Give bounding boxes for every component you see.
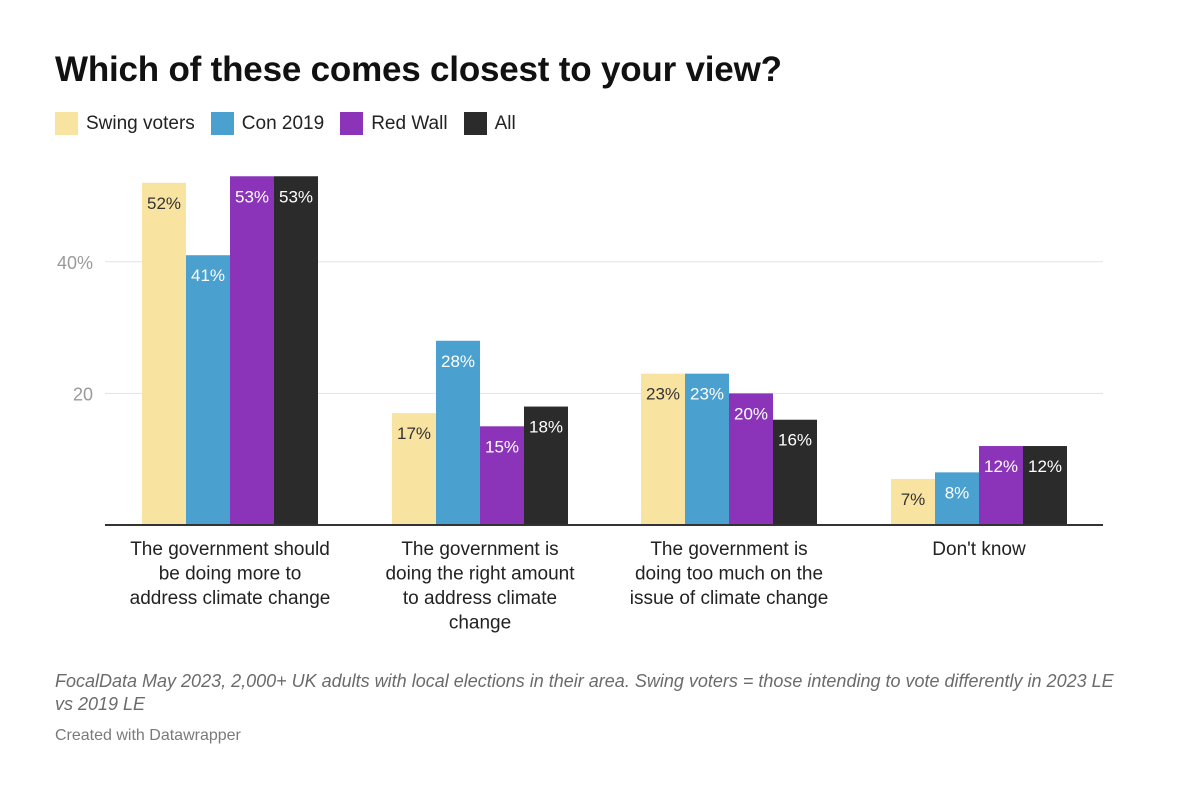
data-label-red-wall-cat-4: 12% — [984, 457, 1018, 476]
legend-item-con-2019: Con 2019 — [210, 112, 325, 135]
x-category-label-3: The government is doing too much on the is… — [630, 539, 829, 609]
x-category-label-2: The government is doing the right amount t… — [385, 539, 575, 634]
data-label-swing-voters-cat-1: 52% — [147, 194, 181, 213]
x-category-label-2-line-3: to address climate — [403, 588, 557, 609]
x-category-label-3-line-3: issue of climate change — [630, 588, 829, 609]
bar-red-wall-cat-3 — [729, 393, 773, 525]
chart-legend: Swing voters Con 2019 Red Wall All — [55, 112, 532, 135]
data-label-swing-voters-cat-3: 23% — [646, 385, 680, 404]
legend-label-red-wall: Red Wall — [371, 112, 448, 134]
data-label-swing-voters-cat-4: 7% — [901, 490, 926, 509]
x-category-label-2-line-2: doing the right amount — [385, 564, 575, 585]
bar-con-2019-cat-4 — [935, 472, 979, 525]
bar-all-cat-3 — [773, 419, 817, 525]
data-label-con-2019-cat-3: 23% — [690, 385, 724, 404]
data-label-red-wall-cat-3: 20% — [734, 404, 768, 423]
data-label-swing-voters-cat-2: 17% — [397, 424, 431, 443]
data-label-red-wall-cat-1: 53% — [235, 187, 269, 206]
bar-all-cat-1 — [274, 176, 318, 525]
bar-swing-voters-cat-4 — [891, 478, 935, 525]
x-category-label-3-line-2: doing too much on the — [635, 564, 823, 585]
bar-swing-voters-cat-3 — [641, 373, 685, 525]
data-label-all-cat-4: 12% — [1028, 457, 1062, 476]
x-category-label-1: The government should be doing more to add… — [130, 539, 331, 609]
legend-swatch-con-2019 — [210, 112, 234, 135]
legend-item-red-wall: Red Wall — [340, 112, 448, 135]
legend-label-con-2019: Con 2019 — [241, 112, 325, 134]
data-label-all-cat-2: 18% — [529, 418, 563, 437]
chart-credit: Created with Datawrapper — [55, 727, 241, 744]
x-category-label-4: Don't know — [932, 539, 1026, 560]
data-label-red-wall-cat-2: 15% — [485, 437, 519, 456]
x-category-label-2-line-1: The government is — [401, 539, 558, 560]
x-category-label-1-line-3: address climate change — [130, 588, 331, 609]
bar-red-wall-cat-4 — [979, 446, 1023, 525]
x-category-label-1-line-1: The government should — [130, 539, 330, 560]
legend-swatch-swing-voters — [55, 112, 78, 135]
data-label-con-2019-cat-2: 28% — [441, 352, 475, 371]
x-category-label-1-line-2: be doing more to — [159, 564, 302, 585]
x-category-label-2-line-4: change — [449, 613, 511, 634]
y-tick-label-20: 20 — [73, 384, 93, 404]
legend-swatch-all — [463, 112, 487, 135]
chart-footnote: FocalData May 2023, 2,000+ UK adults wit… — [55, 671, 1114, 714]
x-category-label-4-line-1: Don't know — [932, 539, 1026, 560]
legend-item-all: All — [463, 112, 516, 135]
bar-con-2019-cat-3 — [685, 373, 729, 525]
legend-label-swing-voters: Swing voters — [86, 112, 195, 134]
y-tick-label-40: 40% — [57, 253, 93, 273]
data-label-con-2019-cat-1: 41% — [191, 266, 225, 285]
data-label-all-cat-3: 16% — [778, 431, 812, 450]
x-category-label-3-line-1: The government is — [650, 539, 807, 560]
bar-swing-voters-cat-2 — [392, 413, 436, 525]
bar-red-wall-cat-2 — [480, 426, 524, 525]
data-label-con-2019-cat-4: 8% — [945, 483, 970, 502]
chart-title: Which of these comes closest to your vie… — [55, 50, 782, 89]
bar-all-cat-4 — [1023, 446, 1067, 525]
bar-con-2019-cat-1 — [186, 255, 230, 525]
legend-item-swing-voters: Swing voters — [55, 112, 195, 135]
bar-con-2019-cat-2 — [436, 340, 480, 525]
bar-all-cat-2 — [524, 406, 568, 525]
legend-label-all: All — [494, 112, 516, 134]
legend-swatch-red-wall — [340, 112, 364, 135]
bar-red-wall-cat-1 — [230, 176, 274, 525]
bar-swing-voters-cat-1 — [142, 182, 186, 525]
data-label-all-cat-1: 53% — [279, 187, 313, 206]
